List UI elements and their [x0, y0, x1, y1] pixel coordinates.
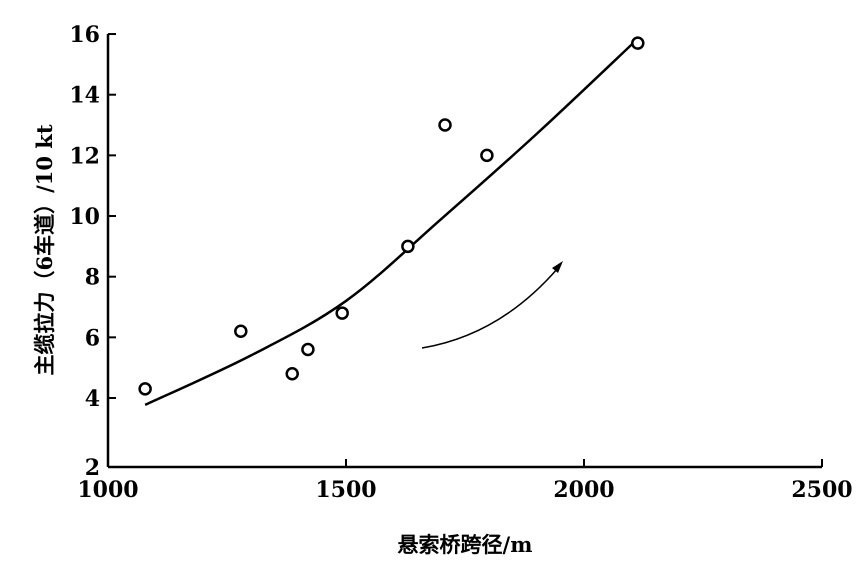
x-tick-label: 2000: [553, 477, 614, 503]
y-tick-label: 10: [69, 204, 100, 230]
y-tick-label: 12: [69, 143, 100, 169]
data-point: [480, 148, 494, 163]
y-tick-label: 8: [85, 265, 100, 291]
y-axis-label: 主缆拉力（6车道）/10 kt: [32, 124, 57, 375]
data-point: [335, 306, 349, 320]
arrow-head-icon: [552, 261, 563, 273]
data-point: [438, 118, 452, 132]
data-point: [631, 36, 645, 50]
data-point: [234, 324, 248, 339]
x-tick-label: 1500: [315, 477, 376, 503]
data-point: [401, 239, 415, 254]
x-tick-label: 2500: [791, 477, 852, 503]
data-point: [138, 382, 152, 396]
x-axis-label: 悬索桥跨径/m: [398, 532, 533, 557]
y-tick-label: 14: [69, 83, 100, 109]
data-points: [138, 36, 645, 396]
trend-arrow: [421, 267, 559, 349]
y-tick-label: 4: [85, 386, 100, 412]
data-point: [301, 342, 315, 357]
x-tick-label: 1000: [77, 477, 138, 503]
data-point: [285, 366, 299, 381]
axes: 2 4 6 8 10 12 14 16 1000 1500 2000 2500: [69, 22, 852, 503]
trend-curve: [144, 39, 638, 407]
y-tick-label: 6: [85, 325, 100, 351]
y-tick-label: 2: [85, 455, 100, 481]
y-tick-label: 16: [69, 22, 100, 48]
